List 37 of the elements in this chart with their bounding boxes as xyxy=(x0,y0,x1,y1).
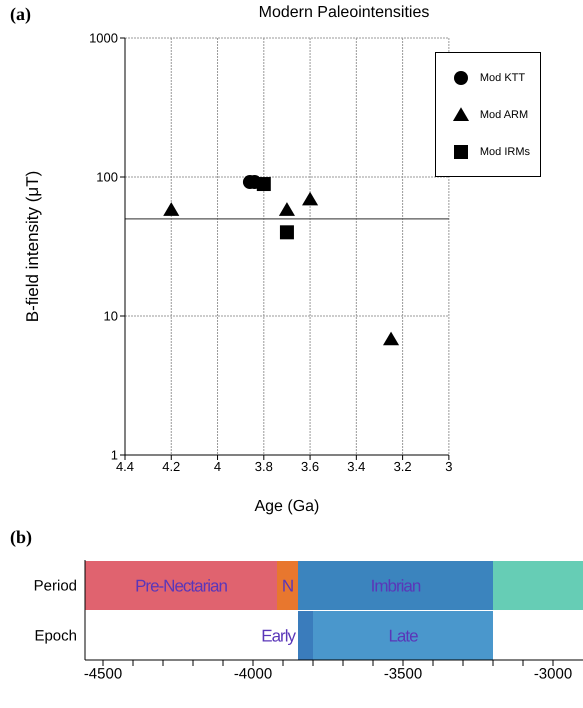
y-tick-label: 10 xyxy=(104,308,118,324)
series-label: N xyxy=(282,576,294,596)
x-tick-label: 3.4 xyxy=(347,459,366,474)
x-axis-title: Age (Ga) xyxy=(254,498,320,515)
point xyxy=(256,177,271,192)
x-tick-label: 4.4 xyxy=(116,459,134,474)
x-tick-label: -4000 xyxy=(234,666,272,683)
point xyxy=(382,332,400,346)
y-tick-label: 1000 xyxy=(89,30,118,46)
x-tick-label: -3000 xyxy=(534,666,572,683)
x-tick-label: 4 xyxy=(214,459,222,474)
y-tick-label: 100 xyxy=(96,170,118,185)
series-label: Pre-Nectarian xyxy=(135,576,228,596)
x-tick-label: -3500 xyxy=(384,666,422,683)
y-tick-label: Period xyxy=(34,577,77,594)
legend-label: Mod ARM xyxy=(480,108,528,120)
y-tick-label: Epoch xyxy=(34,627,77,644)
x-tick-label: 3.2 xyxy=(394,459,412,474)
x-tick-label: 4.2 xyxy=(162,459,180,474)
x-tick-label: 3 xyxy=(445,459,452,474)
x-tick-label: 3.8 xyxy=(254,459,273,474)
series-label: Imbrian xyxy=(370,576,421,596)
series-label: Early xyxy=(261,626,296,646)
y-tick-label: 1 xyxy=(110,448,118,463)
legend-label: Mod IRMs xyxy=(480,146,530,158)
text: (a) xyxy=(10,4,31,25)
point xyxy=(302,192,318,206)
x-tick-label: -4500 xyxy=(84,666,122,683)
chart-title: Modern Paleointensities xyxy=(258,4,430,22)
series-label: Late xyxy=(388,626,418,646)
point xyxy=(163,202,180,216)
x-tick-label: 3.6 xyxy=(301,459,320,474)
point xyxy=(280,225,294,240)
legend-label: Mod KTT xyxy=(480,72,526,84)
y-axis-title: B-field intensity (μT) xyxy=(23,170,42,322)
text: (b) xyxy=(10,527,32,548)
point xyxy=(278,202,295,216)
